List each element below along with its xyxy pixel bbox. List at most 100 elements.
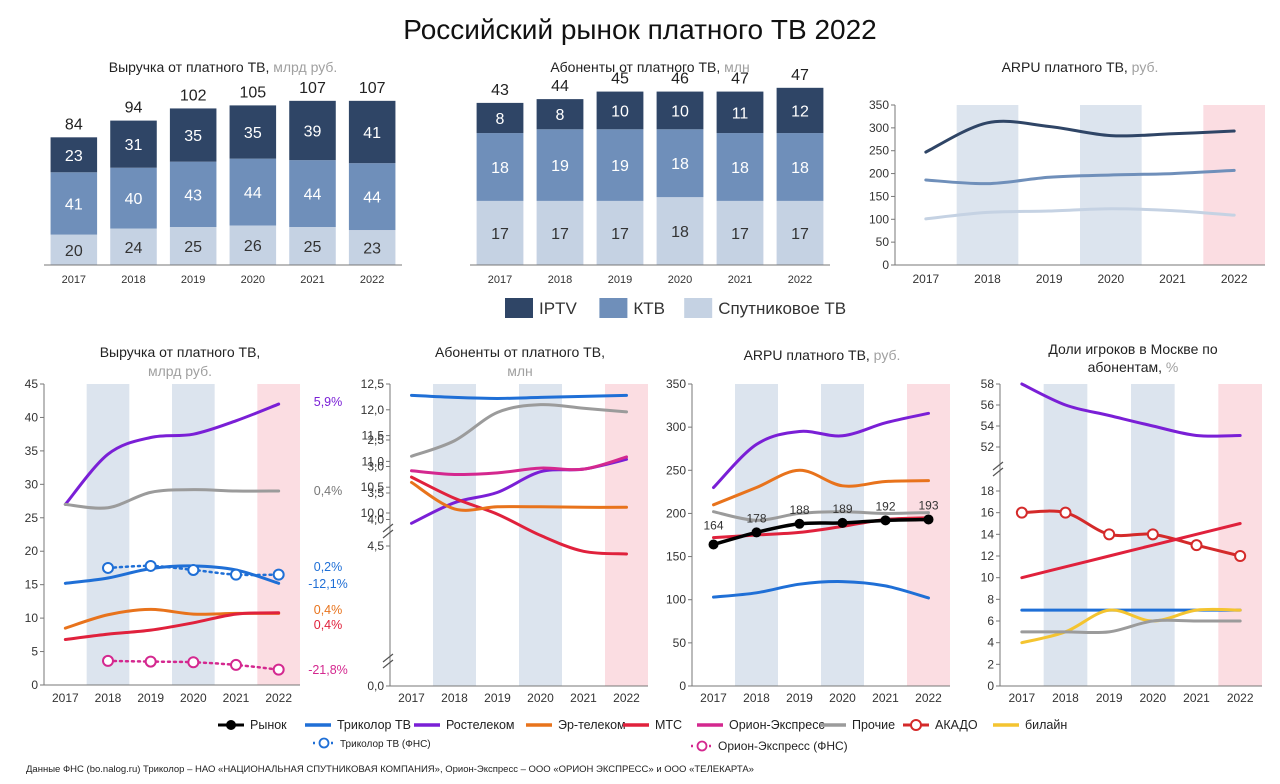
arpu-line-Рынок-marker [794, 518, 805, 529]
moscow-y-label: 56 [981, 398, 995, 412]
legend-marker [318, 737, 330, 749]
revenue-bars-bar-label: 25 [304, 239, 322, 256]
subscribers-bars-bar-label: 17 [551, 226, 569, 243]
subscribers-bars-bar-КТВ [656, 129, 704, 198]
moscow-line-АКАДО-marker [1103, 528, 1116, 541]
arpu-top-y-label: 200 [869, 167, 889, 181]
revenue-line-Триколор ТВ (ФНС)-marker [272, 568, 285, 581]
arpu-top-title: ARPU платного ТВ, руб. [1002, 59, 1159, 75]
revenue-lines-y-label: 45 [25, 377, 39, 391]
market-value-label: 188 [789, 503, 809, 517]
subscribers-lines-y-label: 12,5 [361, 377, 385, 391]
subscribers-lines-y-label: 11,0 [362, 454, 385, 468]
arpu-lines-x-label: 2019 [786, 691, 813, 705]
subscribers-bars-bar-label: 18 [671, 156, 689, 173]
revenue-growth-label: 0,4% [314, 603, 343, 617]
subscribers-bars-bar-КТВ [776, 133, 824, 201]
arpu-lines-x-label: 2017 [700, 691, 727, 705]
subscribers-bars-bar-label: 17 [731, 226, 749, 243]
revenue-lines-unit: млрд руб. [148, 363, 212, 379]
subscribers-lines-title: Абоненты от платного ТВ, [435, 344, 605, 360]
revenue-line-Орион-Экспресс (ФНС)-marker [102, 654, 114, 667]
subscribers-bars-bar-label: 18 [791, 160, 809, 177]
revenue-lines-x-label: 2020 [180, 691, 207, 705]
arpu-line-Рынок-marker [837, 517, 848, 528]
revenue-bars-total-label: 84 [65, 116, 83, 133]
revenue-bars-x-tick: 2022 [360, 274, 384, 286]
subscribers-bars-bar-IPTV [716, 91, 764, 134]
revenue-lines-band [86, 384, 130, 685]
revenue-bars-bar-IPTV [229, 105, 277, 159]
arpu-lines-x-label: 2018 [743, 691, 770, 705]
subscribers-bars-bar-Спутниковое ТВ [476, 200, 524, 265]
subscribers-bars-bar-label: 10 [611, 103, 629, 120]
subscribers-bars-x-tick: 2019 [608, 274, 632, 286]
revenue-lines-y-label: 30 [25, 477, 39, 491]
revenue-bars-bar-IPTV [348, 100, 396, 164]
revenue-bars-bar-Спутниковое ТВ [110, 228, 157, 265]
moscow-x-label: 2022 [1227, 691, 1254, 705]
revenue-bars-bar-Спутниковое ТВ [348, 230, 396, 265]
revenue-bars-bar-IPTV [289, 100, 336, 161]
moscow-y-label: 58 [981, 377, 995, 391]
subscribers-bars-bar-КТВ [596, 129, 644, 201]
arpu-lines-band-2022 [907, 384, 950, 686]
market-value-label: 189 [832, 502, 852, 516]
moscow-line-Ростелеком [1020, 382, 1242, 438]
revenue-lines-x-label: 2017 [52, 691, 79, 705]
subscribers-bars-bar-label: 19 [611, 158, 629, 175]
arpu-top-x-label: 2019 [1036, 272, 1063, 286]
revenue-line-Ростелеком [63, 402, 281, 506]
arpu-lines-x-label: 2021 [872, 691, 899, 705]
revenue-lines-x-label: 2021 [223, 691, 250, 705]
legend-label: Орион-Экспресс [729, 718, 825, 732]
revenue-lines-x-label: 2022 [265, 691, 292, 705]
subscribers-lines-y-label: 4,0 [367, 513, 384, 527]
moscow-y-label: 12 [981, 549, 995, 563]
market-value-label: 164 [703, 518, 723, 532]
subscribers-line-Триколор ТВ [410, 393, 628, 400]
subscribers-lines-y-label: 11,5 [362, 429, 385, 443]
subscribers-bars-bar-label: 11 [732, 105, 749, 122]
moscow-y-label: 16 [981, 506, 995, 520]
subscribers-line-Прочие [410, 403, 628, 458]
moscow-y-label: 54 [981, 419, 995, 433]
arpu-top-y-label: 250 [869, 144, 889, 158]
subscribers-line-МТС [410, 475, 628, 556]
subscribers-lines-y-label: 3,5 [367, 486, 384, 500]
revenue-line-Орион-Экспресс (ФНС)-marker [144, 655, 157, 668]
subscribers-lines-band-2022 [605, 384, 648, 686]
revenue-growth-label: 5,9% [314, 395, 343, 409]
moscow-x-label: 2017 [1008, 691, 1035, 705]
moscow-y-label: 6 [987, 614, 994, 628]
subscribers-lines-y-label: 3,0 [367, 460, 384, 474]
arpu-top-x-label: 2017 [912, 272, 939, 286]
moscow-x-label: 2021 [1183, 691, 1210, 705]
revenue-bars-bar-КТВ [110, 167, 157, 229]
moscow-band-2022 [1218, 384, 1262, 686]
revenue-line-Прочие [63, 488, 281, 510]
arpu-top-line-0 [924, 119, 1236, 154]
revenue-bars-bar-IPTV [169, 108, 217, 162]
moscow-band [1043, 384, 1088, 686]
revenue-bars-bar-КТВ [289, 160, 336, 227]
subscribers-lines-y-label: 2,5 [367, 433, 384, 447]
revenue-bars-bar-label: 35 [184, 128, 202, 145]
arpu-lines-y-label: 100 [666, 593, 686, 607]
subscribers-bars-title: Абоненты от платного ТВ, млн [550, 59, 749, 75]
revenue-lines-y-label: 20 [25, 544, 39, 558]
subscribers-bars-bar-IPTV [596, 91, 644, 130]
arpu-top-band-2022 [1203, 105, 1265, 265]
moscow-y-label: 2 [987, 657, 994, 671]
revenue-bars-bar-Спутниковое ТВ [50, 234, 98, 265]
legend-label: Эр-телеком [558, 718, 626, 732]
revenue-bars-bar-IPTV [110, 120, 157, 168]
market-value-label: 178 [746, 511, 766, 525]
revenue-lines-y-label: 40 [25, 410, 39, 424]
legend-label: КТВ [633, 299, 665, 318]
legend-label: АКАДО [935, 718, 978, 732]
arpu-top-y-label: 350 [869, 98, 889, 112]
subscribers-bars-x-tick: 2020 [668, 274, 692, 286]
revenue-bars-bar-label: 43 [184, 187, 202, 204]
subscribers-lines-y-label: 0,0 [367, 679, 384, 693]
